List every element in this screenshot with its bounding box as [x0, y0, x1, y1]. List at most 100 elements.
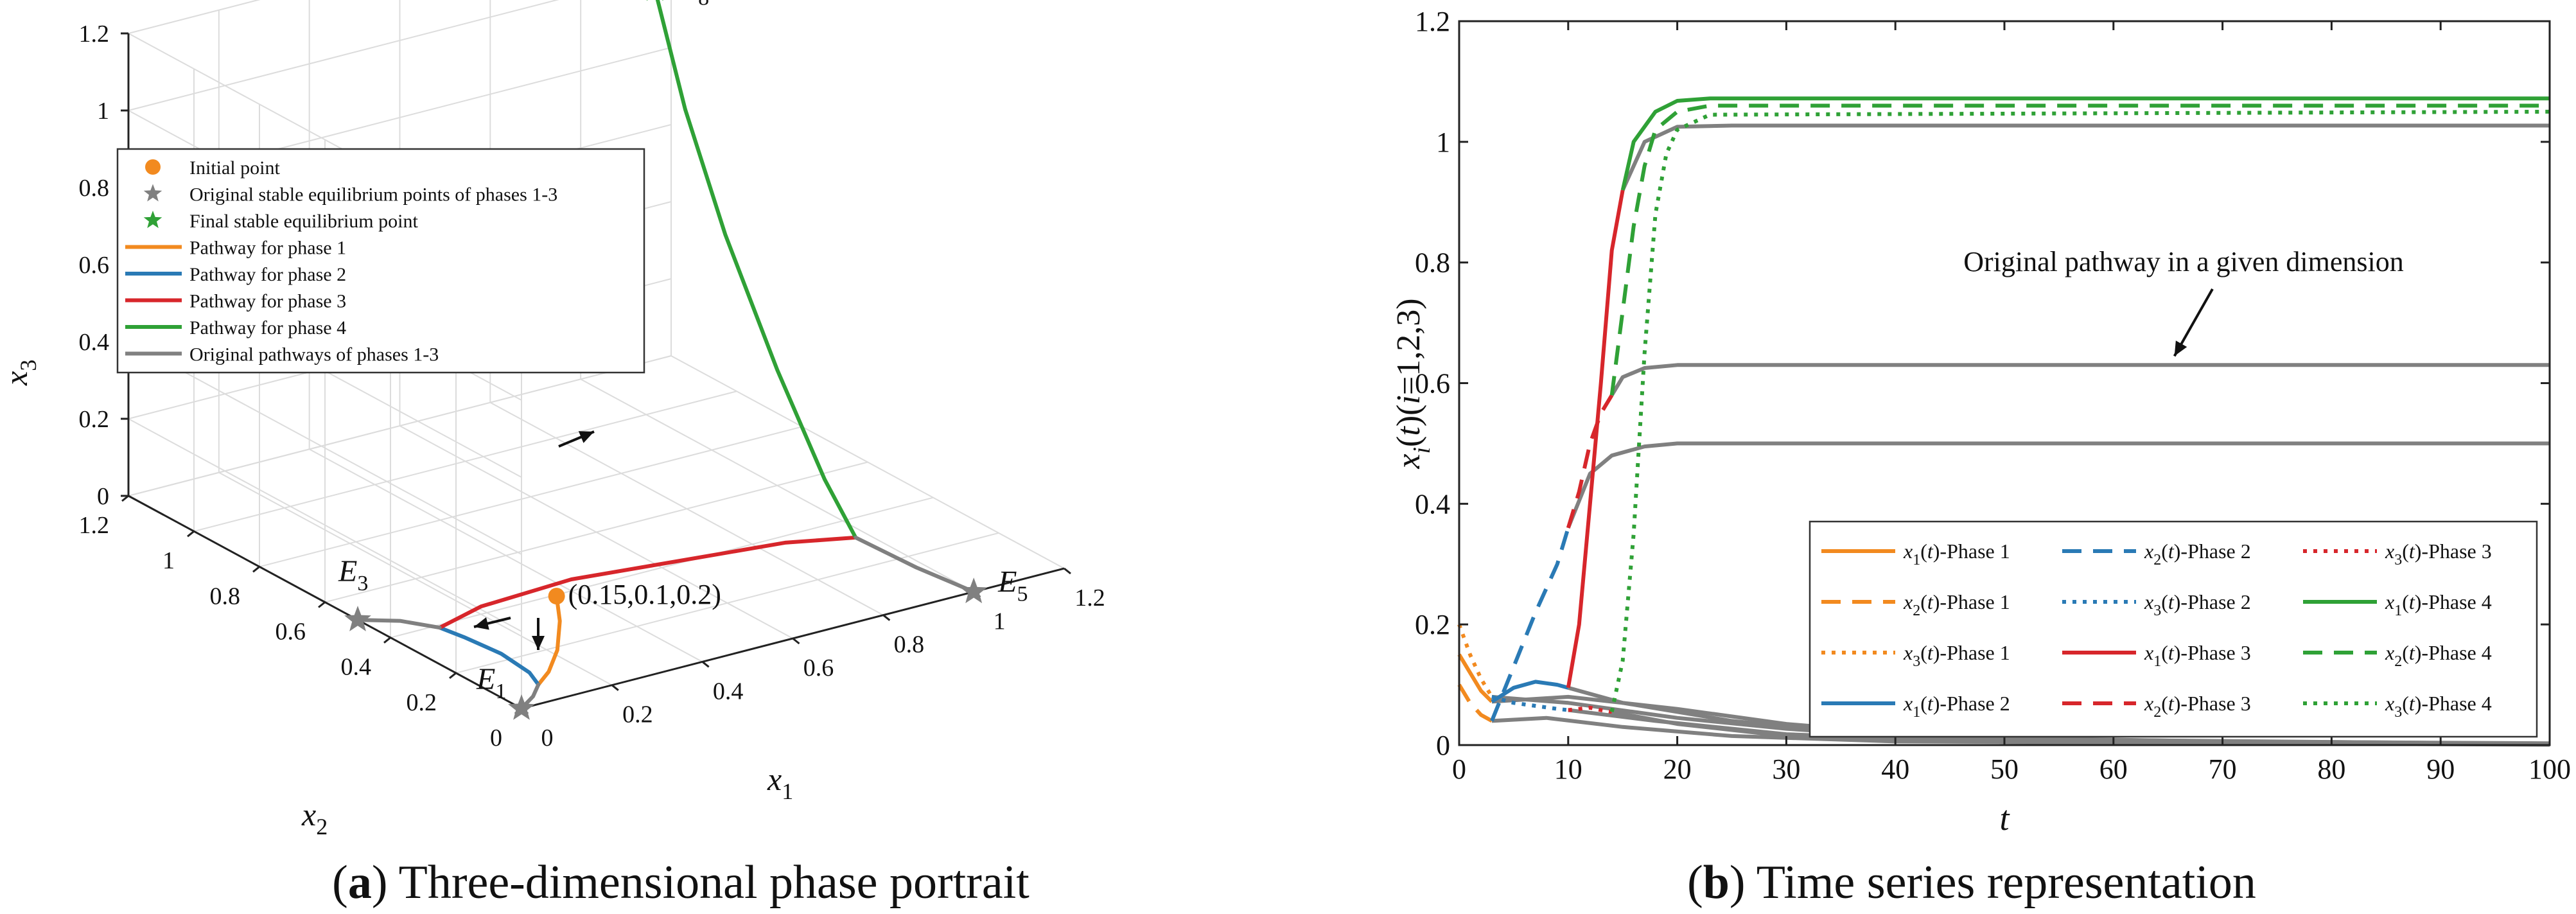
ts-line-0 [1620, 123, 2550, 191]
legend-b-label-8: x3(t)-Phase 3 [2385, 540, 2492, 568]
phase-path-6 [854, 535, 976, 594]
ts-line-19 [1609, 103, 2550, 396]
panel-a-phase-portrait: 0 0 0 0.2 0.2 0.2 0.4 0.4 0.4 0.6 0.6 0.6 0.8 0.8 0.8 1… [0, 0, 1105, 839]
ts-line-13 [1490, 527, 1570, 722]
x3-tick-label-5: 1 [97, 98, 109, 125]
x1-tick-label-0: 0 [541, 725, 554, 751]
legend-b-item-0: x1(t)-Phase 1 [1821, 540, 2010, 568]
legend-b-item-9: x1(t)-Phase 4 [2303, 590, 2492, 619]
ts-line-12 [1491, 680, 1569, 703]
legend-a-label-7: Original pathways of phases 1-3 [189, 344, 439, 365]
panel-a-markers: (0.15,0.1,0.2) E1 E3 E5 E8 [338, 0, 1028, 720]
y-tick-label-4: 0.8 [1415, 247, 1450, 279]
y-tick-label-1: 0.2 [1415, 609, 1450, 640]
x1-tick-label-4: 0.8 [894, 631, 925, 658]
legend-a-star-icon [143, 211, 162, 229]
x3-tick-label-0: 0 [97, 483, 109, 510]
grid-floor-y-5 [193, 391, 737, 532]
x2-tick-label-0: 0 [490, 725, 502, 751]
panel-b-annotation: Original pathway in a given dimension [1963, 246, 2404, 357]
ts-line-17 [1568, 705, 1613, 714]
annotation-arrow [2173, 288, 2214, 357]
legend-b-label-10: x2(t)-Phase 4 [2385, 641, 2492, 670]
legend-a-item-7: Original pathways of phases 1-3 [125, 344, 439, 365]
x-tick-label-5: 50 [1990, 753, 2019, 785]
y-axis-label-b: xi(t)(i=1,2,3) [1390, 298, 1435, 469]
x2-tick-label-5: 1 [162, 547, 175, 574]
legend-a-label-4: Pathway for phase 2 [189, 264, 346, 285]
x1-tick-label-3: 0.6 [803, 655, 834, 681]
ts-line-15 [1566, 189, 1625, 689]
ts-line-16 [1566, 394, 1614, 529]
equilibrium-star-2 [960, 577, 988, 604]
x-tick-label-3: 30 [1772, 753, 1800, 785]
x2-axis-label: x2 [301, 796, 328, 839]
x1-axis-label: x1 [767, 761, 793, 804]
panel-b-legend: x1(t)-Phase 1 x2(t)-Phase 1 x3(t)-Phase 1 x… [1809, 520, 2538, 738]
x2-tick-label-2: 0.4 [341, 654, 372, 681]
x1-tick-label-2: 0.4 [713, 678, 744, 705]
legend-a-item-0: Initial point [145, 157, 280, 179]
x3-tick-label-3: 0.6 [79, 252, 110, 279]
legend-b-item-5: x3(t)-Phase 2 [2062, 590, 2251, 619]
equilibrium-star-1 [344, 606, 371, 631]
caption-b-text: Time series representation [1757, 856, 2256, 909]
x1-tick-6 [1064, 567, 1071, 575]
x2-tick-3 [318, 601, 326, 608]
x3-tick-label-4: 0.8 [79, 175, 110, 202]
ts-line-1 [1610, 363, 2550, 396]
arrow-phase1 [532, 618, 545, 650]
legend-a-item-1: Original stable equilibrium points of ph… [143, 184, 557, 206]
panel-a-labels: x1 x2 x3 [0, 360, 793, 839]
grid-wall-x1-z-5 [128, 0, 559, 111]
legend-b-label-4: x2(t)-Phase 2 [2144, 540, 2251, 568]
arrow-phase2 [473, 617, 511, 630]
x-tick-label-4: 40 [1881, 753, 1909, 785]
x-tick-label-7: 70 [2209, 753, 2237, 785]
x2-tick-6 [121, 495, 129, 502]
x3-tick-label-1: 0.2 [79, 406, 110, 433]
equilibrium-label-3: E8 [679, 0, 709, 10]
legend-b-item-8: x3(t)-Phase 3 [2303, 540, 2492, 568]
legend-a-dot-icon [145, 159, 161, 175]
x-tick-label-2: 20 [1663, 753, 1692, 785]
x3-tick-label-6: 1.2 [79, 21, 110, 48]
legend-b-label-9: x1(t)-Phase 4 [2385, 590, 2492, 619]
arrow-phase3 [558, 430, 595, 448]
x1-tick-label-5: 1 [994, 608, 1006, 635]
grid-floor-x-5 [580, 378, 974, 593]
x-tick-label-9: 90 [2426, 753, 2455, 785]
x-tick-label-6: 60 [2099, 753, 2128, 785]
phase-path-1 [437, 626, 541, 687]
grid-wall-x1-z-6 [128, 0, 261, 34]
ts-line-14 [1491, 695, 1569, 712]
legend-a-label-6: Pathway for phase 4 [189, 317, 346, 338]
x-tick-label-0: 0 [1452, 753, 1466, 785]
legend-a-label-2: Final stable equilibrium point [189, 211, 418, 232]
legend-b-label-7: x2(t)-Phase 3 [2144, 692, 2251, 721]
legend-b-label-0: x1(t)-Phase 1 [1903, 540, 2010, 568]
legend-b-item-7: x2(t)-Phase 3 [2062, 692, 2251, 721]
x-tick-label-1: 10 [1554, 753, 1582, 785]
ts-line-8 [1611, 710, 2550, 747]
legend-a-item-3: Pathway for phase 1 [125, 238, 346, 259]
legend-a-item-4: Pathway for phase 2 [125, 264, 346, 285]
panel-a-tick-labels: 0 0 0 0.2 0.2 0.2 0.4 0.4 0.4 0.6 0.6 0.6 0.8 0.8 0.8 1… [79, 21, 1105, 751]
annotation-text: Original pathway in a given dimension [1963, 246, 2404, 277]
y-tick-label-0: 0 [1436, 730, 1450, 761]
legend-a-item-6: Pathway for phase 4 [125, 317, 346, 338]
x1-tick-label-1: 0.2 [622, 701, 653, 728]
equilibrium-label-0: E1 [476, 662, 506, 703]
x1-tick-2 [701, 661, 710, 668]
y-tick-label-6: 1.2 [1415, 6, 1450, 37]
panel-a-legend: Initial point Original stable equilibrium… [116, 148, 645, 374]
initial-point-marker [548, 588, 565, 605]
caption-a-text: Three-dimensional phase portrait [399, 856, 1030, 909]
legend-a-label-1: Original stable equilibrium points of ph… [189, 184, 557, 206]
initial-point-label: (0.15,0.1,0.2) [568, 579, 721, 610]
grid-floor-y-6 [128, 355, 672, 497]
phase-path-2 [437, 535, 858, 630]
grid-floor-y-4 [259, 426, 803, 568]
caption-b-letter: b [1703, 856, 1730, 909]
x3-tick-label-2: 0.4 [79, 329, 110, 356]
